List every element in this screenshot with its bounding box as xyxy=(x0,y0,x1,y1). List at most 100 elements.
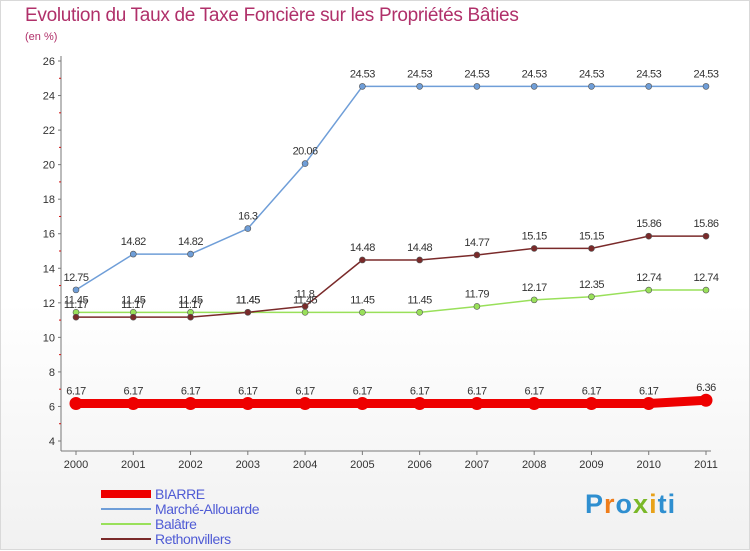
series-point-1 xyxy=(359,83,366,90)
legend-label: BIARRE xyxy=(155,486,205,502)
y-tick-label: 6 xyxy=(49,401,55,413)
data-label: 6.17 xyxy=(353,386,373,398)
legend-item: Balâtre xyxy=(101,516,361,532)
data-label: 6.17 xyxy=(66,386,86,398)
data-label: 11.45 xyxy=(293,294,318,306)
data-label: 6.36 xyxy=(696,382,716,394)
data-label: 6.17 xyxy=(124,386,144,398)
legend-swatch xyxy=(101,508,151,510)
series-point-1 xyxy=(473,83,481,90)
series-point-2 xyxy=(359,309,366,316)
legend-swatch xyxy=(101,538,151,540)
x-tick-label: 2007 xyxy=(465,459,489,471)
data-label: 15.15 xyxy=(522,230,547,242)
series-point-3 xyxy=(473,251,481,259)
brand-letter: P xyxy=(585,489,605,519)
series-point-2 xyxy=(530,296,538,304)
series-point-3 xyxy=(359,256,366,264)
data-label: 11.45 xyxy=(64,294,89,306)
series-point-2 xyxy=(473,303,481,310)
series-point-1 xyxy=(530,83,538,90)
data-label: 14.48 xyxy=(350,242,375,254)
series-point-3 xyxy=(129,313,137,321)
series-point-3 xyxy=(416,256,423,264)
data-label: 15.86 xyxy=(636,218,661,230)
brand-letter: i xyxy=(649,489,658,519)
series-point-0 xyxy=(241,397,255,411)
data-label: 24.53 xyxy=(636,68,661,80)
series-point-0 xyxy=(584,397,598,411)
series-point-1 xyxy=(187,250,194,258)
data-label: 11.79 xyxy=(465,288,490,300)
series-point-3 xyxy=(187,313,194,321)
legend-swatch xyxy=(101,523,151,525)
data-label: 6.17 xyxy=(238,386,258,398)
data-label: 14.82 xyxy=(121,236,146,248)
series-point-1 xyxy=(129,250,137,258)
y-tick-label: 22 xyxy=(43,125,55,137)
series-point-0 xyxy=(413,397,427,411)
series-point-2 xyxy=(645,286,653,294)
brand-letter: r xyxy=(604,489,616,519)
legend-label: Rethonvillers xyxy=(155,531,231,547)
series-line-0 xyxy=(71,395,711,409)
x-tick-label: 2002 xyxy=(178,459,202,471)
x-tick-label: 2006 xyxy=(407,459,431,471)
brand-logo: Proxiti xyxy=(585,489,676,520)
data-label: 12.35 xyxy=(579,279,604,291)
y-tick-label: 24 xyxy=(43,91,55,103)
data-label: 11.45 xyxy=(350,294,375,306)
chart-legend: BIARRE Marché-Allouarde Balâtre Rethonville… xyxy=(101,486,361,547)
series-point-1 xyxy=(72,286,80,294)
x-tick-label: 2005 xyxy=(350,459,374,471)
series-point-2 xyxy=(702,286,710,294)
series-point-0 xyxy=(470,397,484,411)
data-label: 14.82 xyxy=(178,236,203,248)
series-point-3 xyxy=(301,302,309,310)
x-tick-label: 2001 xyxy=(121,459,145,471)
series-point-0 xyxy=(126,397,140,411)
series-point-2 xyxy=(416,309,423,316)
legend-label: Balâtre xyxy=(155,516,197,532)
brand-letter: x xyxy=(633,489,650,519)
series-point-1 xyxy=(588,83,595,90)
series-point-0 xyxy=(69,397,83,411)
x-tick-label: 2004 xyxy=(293,459,317,471)
series-point-3 xyxy=(702,232,710,240)
y-tick-label: 10 xyxy=(43,332,55,344)
data-label: 24.53 xyxy=(350,68,375,80)
data-label: 24.53 xyxy=(693,68,718,80)
x-tick-label: 2011 xyxy=(694,459,718,471)
legend-swatch xyxy=(101,490,151,498)
series-point-2 xyxy=(588,293,595,301)
data-label: 6.17 xyxy=(582,386,602,398)
data-label: 11.45 xyxy=(236,294,261,306)
data-label: 11.8 xyxy=(296,288,315,300)
chart-unit: (en %) xyxy=(25,31,58,43)
data-label: 12.75 xyxy=(63,272,88,284)
data-label: 12.74 xyxy=(693,272,718,284)
data-label: 6.17 xyxy=(295,386,315,398)
series-line-1 xyxy=(75,85,707,291)
brand-letter: o xyxy=(615,489,634,519)
data-label: 24.53 xyxy=(522,68,547,80)
data-label: 14.77 xyxy=(464,237,489,249)
y-tick-label: 4 xyxy=(49,436,55,448)
y-tick-label: 26 xyxy=(43,56,55,68)
series-point-3 xyxy=(72,313,80,321)
data-label: 11.45 xyxy=(121,294,146,306)
x-tick-label: 2003 xyxy=(236,459,260,471)
x-tick-label: 2008 xyxy=(522,459,546,471)
series-point-1 xyxy=(301,160,309,167)
series-point-3 xyxy=(530,245,538,252)
series-point-0 xyxy=(184,397,198,411)
x-tick-label: 2010 xyxy=(636,459,660,471)
data-label: 15.86 xyxy=(693,218,718,230)
data-label: 14.48 xyxy=(407,242,432,254)
data-label: 16.3 xyxy=(238,211,258,223)
data-label: 6.17 xyxy=(181,386,201,398)
data-label: 11.17 xyxy=(178,299,203,311)
data-label: 6.17 xyxy=(524,386,544,398)
